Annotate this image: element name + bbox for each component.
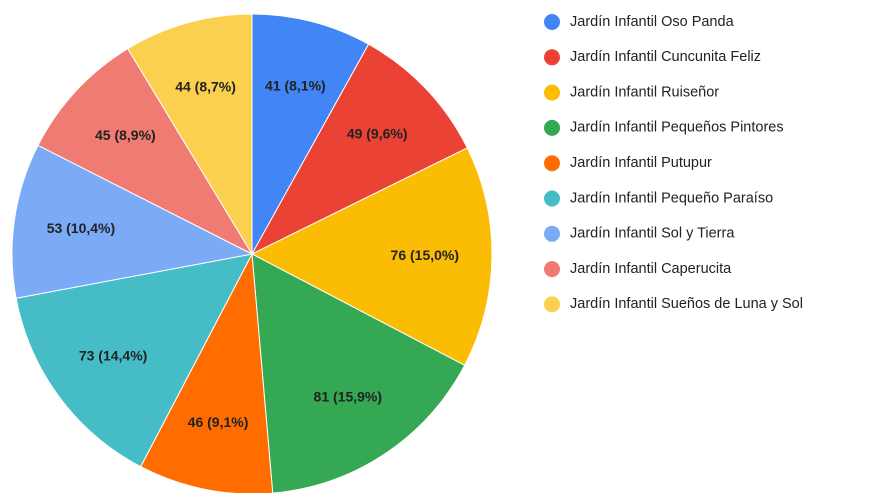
- pie-slice: [250, 43, 468, 256]
- legend-label: Jardín Infantil Sol y Tierra: [570, 226, 735, 242]
- pie-slice: [250, 147, 493, 367]
- legend-label: Jardín Infantil Caperucita: [570, 261, 732, 277]
- legend-swatch: [544, 14, 560, 30]
- slice-label: 73 (14,4%): [79, 347, 147, 363]
- legend-label: Jardín Infantil Oso Panda: [570, 14, 735, 30]
- legend-label: Jardín Infantil Ruiseñor: [570, 84, 719, 100]
- legend-label: Jardín Infantil Pequeño Paraíso: [570, 190, 773, 206]
- legend-swatch: [544, 225, 560, 242]
- slice-label: 76 (15,0%): [391, 247, 459, 263]
- legend-swatch: [544, 190, 560, 207]
- pie-slice: [251, 13, 370, 256]
- pie-slice: [251, 253, 466, 493]
- slice-label: 81 (15,9%): [314, 389, 382, 405]
- legend-label: Jardín Infantil Sueños de Luna y Sol: [570, 296, 803, 312]
- legend-label: Jardín Infantil Putupur: [570, 155, 712, 171]
- legend-swatch: [544, 84, 560, 101]
- slice-label: 49 (9,6%): [347, 126, 408, 142]
- pie-slice: [139, 252, 274, 493]
- slice-label: 46 (9,1%): [188, 414, 249, 430]
- slice-label: 53 (10,4%): [47, 220, 115, 236]
- legend-swatch: [544, 119, 560, 136]
- slice-label: 45 (8,9%): [95, 127, 156, 143]
- pie-slice: [127, 13, 253, 256]
- legend-swatch: [544, 155, 560, 172]
- legend-label: Jardín Infantil Pequeños Pintores: [570, 120, 784, 136]
- legend-swatch: [544, 261, 560, 278]
- pie-slice: [37, 47, 254, 256]
- legend-swatch: [544, 296, 560, 313]
- slice-label: 41 (8,1%): [265, 77, 326, 93]
- pie-slice: [15, 253, 253, 468]
- slice-label: 44 (8,7%): [175, 78, 236, 94]
- legend-swatch: [544, 49, 560, 66]
- legend-label: Jardín Infantil Cuncunita Feliz: [570, 49, 761, 65]
- pie-slice: [11, 144, 254, 299]
